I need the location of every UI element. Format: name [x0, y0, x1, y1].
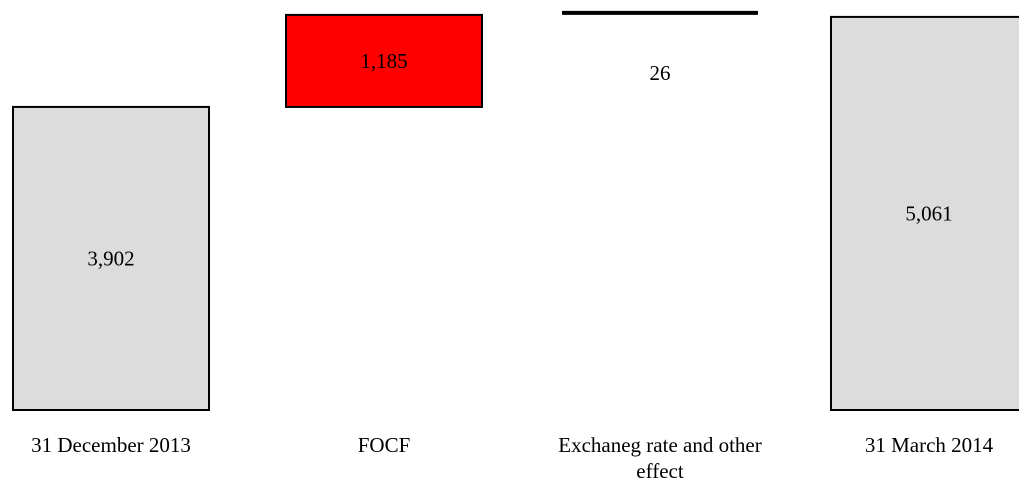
chart-bars	[12, 10, 1019, 411]
bar-31-december-2013	[12, 105, 210, 411]
category-label-exchaneg-rate-and-other-effect: Exchaneg rate and other effect	[558, 433, 761, 483]
chart-value-labels: 3,902 1,185 26 5,061	[87, 49, 952, 271]
value-label-focf: 1,185	[360, 49, 407, 73]
chart-category-labels: 31 December 2013 FOCF Exchaneg rate and ot…	[31, 433, 994, 483]
category-label-31-march-2014: 31 March 2014	[865, 433, 994, 457]
category-label-31-december-2013: 31 December 2013	[31, 433, 191, 457]
category-label-focf: FOCF	[358, 433, 411, 457]
bar-focf	[285, 13, 483, 108]
value-label-exchaneg-rate-and-other-effect: 26	[650, 61, 671, 85]
value-label-31-december-2013: 3,902	[87, 246, 134, 270]
bar-31-march-2014	[830, 15, 1019, 411]
value-label-31-march-2014: 5,061	[905, 201, 952, 225]
